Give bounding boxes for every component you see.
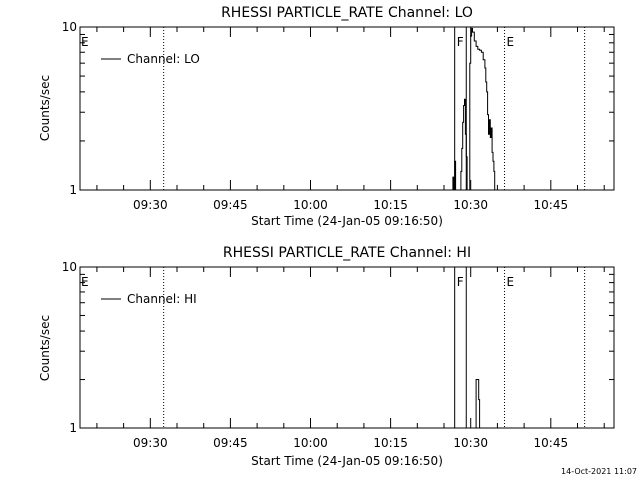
legend-entry-label: Channel: HI	[127, 292, 197, 306]
chart-title: RHESSI PARTICLE_RATE Channel: LO	[221, 5, 473, 21]
legend-entry-label: Channel: LO	[127, 52, 200, 66]
x-tick-label: 10:15	[373, 198, 408, 212]
x-tick-label: 10:00	[293, 436, 328, 450]
x-tick-label: 09:30	[133, 198, 168, 212]
y-axis-label: Counts/sec	[38, 75, 52, 141]
y-tick-label: 1	[69, 421, 77, 435]
event-marker-label: F	[457, 35, 464, 49]
chart-panel-lo: RHESSI PARTICLE_RATE Channel: LO Counts/…	[38, 5, 615, 228]
event-marker-label: E	[81, 35, 89, 49]
event-marker-label: E	[507, 35, 515, 49]
x-axis-label: Start Time (24-Jan-05 09:16:50)	[251, 454, 443, 468]
x-tick-label: 10:30	[453, 436, 488, 450]
series-line	[475, 379, 481, 428]
x-tick-label: 10:45	[534, 198, 569, 212]
y-axis-label: Counts/sec	[38, 315, 52, 381]
x-tick-label: 10:00	[293, 198, 328, 212]
x-tick-label: 10:30	[453, 198, 488, 212]
series-line	[452, 27, 496, 191]
x-tick-label: 09:45	[213, 198, 248, 212]
x-tick-label: 10:45	[534, 436, 569, 450]
x-tick-label: 09:45	[213, 436, 248, 450]
x-tick-label: 09:30	[133, 436, 168, 450]
plot-frame	[79, 266, 615, 429]
event-marker-label: E	[507, 275, 515, 289]
event-marker-label: F	[457, 275, 464, 289]
y-tick-label: 10	[62, 20, 77, 34]
chart-panel-hi: RHESSI PARTICLE_RATE Channel: HI Counts/…	[38, 245, 615, 468]
y-tick-label: 10	[62, 260, 77, 274]
footer-timestamp: 14-Oct-2021 11:07	[561, 467, 637, 476]
x-tick-label: 10:15	[373, 436, 408, 450]
event-marker-label: E	[81, 275, 89, 289]
x-axis-label: Start Time (24-Jan-05 09:16:50)	[251, 214, 443, 228]
chart-title: RHESSI PARTICLE_RATE Channel: HI	[223, 245, 471, 261]
y-tick-label: 1	[69, 183, 77, 197]
